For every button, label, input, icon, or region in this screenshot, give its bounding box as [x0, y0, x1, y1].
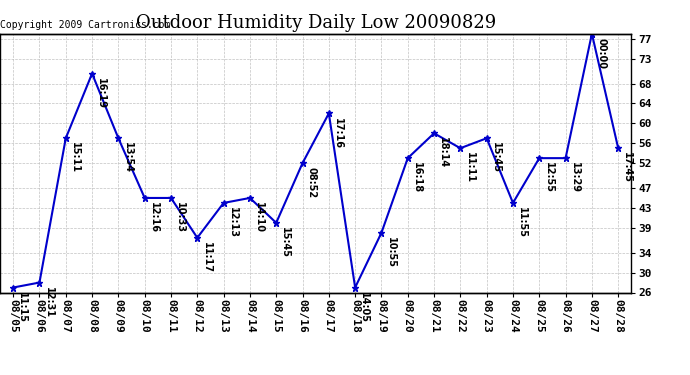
Text: 15:45: 15:45 [280, 227, 290, 258]
Text: 14:05: 14:05 [359, 292, 369, 323]
Text: 11:17: 11:17 [201, 242, 211, 273]
Text: 11:11: 11:11 [464, 152, 475, 183]
Text: 12:13: 12:13 [228, 207, 238, 238]
Text: 14:10: 14:10 [254, 202, 264, 233]
Text: 11:15: 11:15 [17, 292, 28, 323]
Title: Outdoor Humidity Daily Low 20090829: Outdoor Humidity Daily Low 20090829 [135, 14, 496, 32]
Text: 12:55: 12:55 [544, 162, 553, 194]
Text: 16:18: 16:18 [412, 162, 422, 194]
Text: 16:19: 16:19 [96, 78, 106, 109]
Text: 12:16: 12:16 [149, 202, 159, 233]
Text: 17:45: 17:45 [622, 152, 632, 183]
Text: 10:55: 10:55 [386, 237, 395, 268]
Text: 08:52: 08:52 [306, 167, 317, 198]
Text: 17:16: 17:16 [333, 117, 343, 148]
Text: 15:11: 15:11 [70, 142, 80, 173]
Text: 10:33: 10:33 [175, 202, 185, 233]
Text: 18:14: 18:14 [438, 137, 449, 168]
Text: Copyright 2009 Cartronics.com: Copyright 2009 Cartronics.com [0, 20, 170, 30]
Text: 15:45: 15:45 [491, 142, 501, 173]
Text: 13:29: 13:29 [570, 162, 580, 194]
Text: 12:31: 12:31 [43, 287, 54, 318]
Text: 11:55: 11:55 [517, 207, 527, 238]
Text: 13:54: 13:54 [123, 142, 132, 173]
Text: 00:00: 00:00 [596, 38, 606, 69]
